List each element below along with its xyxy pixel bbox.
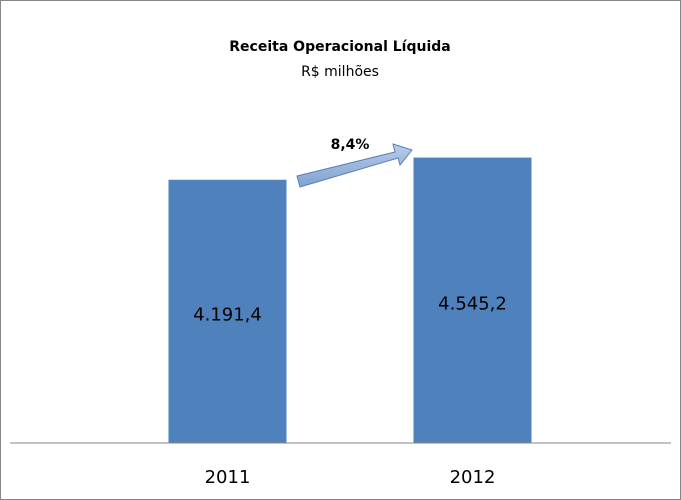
value-label: 4.545,2 bbox=[438, 293, 507, 314]
bar bbox=[413, 157, 532, 443]
growth-arrow bbox=[296, 143, 413, 188]
chart-title: Receita Operacional Líquida bbox=[229, 39, 450, 55]
bar bbox=[168, 179, 287, 443]
x-tick-label: 2012 bbox=[450, 467, 496, 488]
annotation: 8,4% bbox=[331, 137, 370, 153]
x-tick-label: 2011 bbox=[205, 467, 251, 488]
chart-subtitle: R$ milhões bbox=[301, 64, 379, 80]
value-label: 4.191,4 bbox=[193, 304, 262, 325]
